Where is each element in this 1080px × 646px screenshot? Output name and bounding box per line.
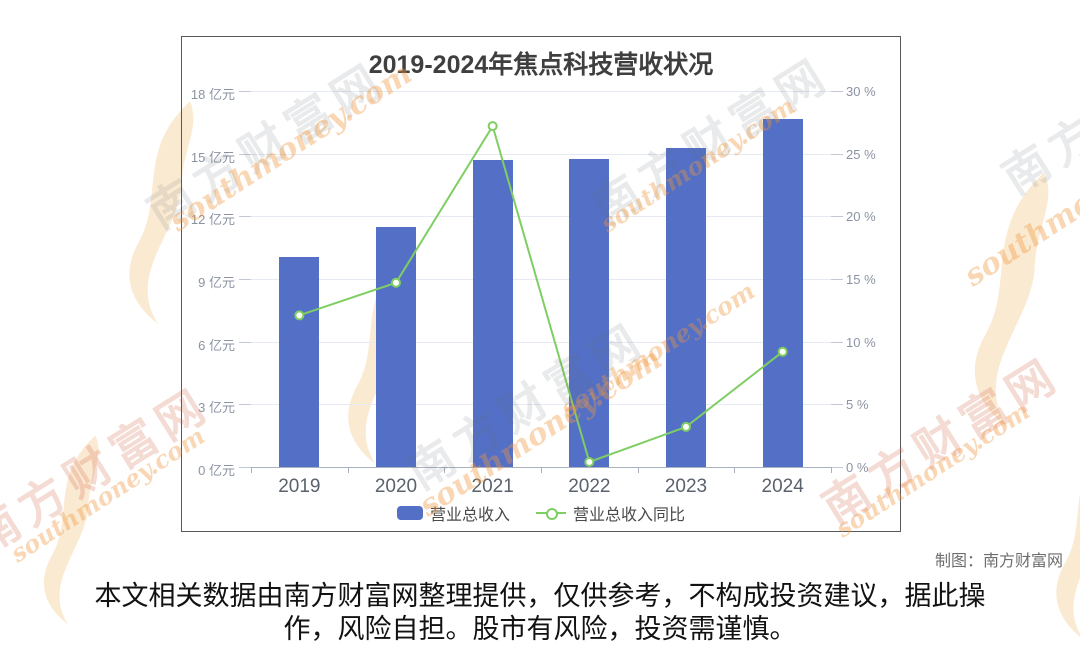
gridline: [251, 153, 831, 155]
x-axis-tick: [251, 467, 252, 473]
legend-item-yoy: 营业总收入同比: [536, 501, 685, 525]
left-axis-tick-label: 18 亿元: [190, 87, 235, 102]
right-axis-tick-label: 30 %: [846, 84, 876, 99]
right-axis-tick-label: 15 %: [846, 272, 876, 287]
right-axis-tick: [831, 467, 843, 468]
left-axis-tick: [239, 216, 251, 218]
left-axis-tick: [239, 467, 251, 468]
right-axis-tick-label: 10 %: [846, 334, 876, 350]
line-series-swatch-icon: [536, 506, 566, 520]
gridline: [251, 341, 831, 343]
right-axis-tick-label: 20 %: [846, 209, 876, 225]
site-name-watermark: 南方财富网: [993, 16, 1080, 205]
left-axis-tick-label: 6 亿元: [198, 337, 235, 353]
disclaimer-text: 本文相关数据由南方财富网整理提供，仅供参考，不构成投资建议，据此操 作，风险自担…: [0, 580, 1080, 646]
chart-panel: 2019-2024年焦点科技营收状况 营业总收入 营业总收入同比 0 亿元 0 %…: [181, 36, 901, 532]
chart-credit: 制图：南方财富网: [934, 553, 1063, 570]
x-axis-tick-label: 2024: [761, 476, 804, 497]
x-axis-tick: [347, 467, 349, 473]
x-axis-tick: [831, 467, 832, 473]
bar-2020: [376, 226, 416, 467]
gridline: [251, 216, 831, 218]
left-axis-tick: [239, 341, 251, 343]
chart-title: 2019-2024年焦点科技营收状况: [368, 51, 714, 79]
x-axis-tick: [541, 467, 542, 473]
disclaimer-line-1: 本文相关数据由南方财富网整理提供，仅供参考，不构成投资建议，据此操: [94, 581, 986, 611]
gridline: [251, 279, 831, 280]
bar-series-swatch-icon: [396, 506, 423, 520]
site-url-watermark: southmoney.com: [5, 421, 210, 568]
x-axis-tick-label: 2022: [568, 476, 611, 497]
right-axis-tick: [831, 279, 843, 280]
x-axis-tick: [637, 467, 639, 473]
x-axis-tick-label: 2019: [278, 476, 321, 497]
bar-2024: [762, 119, 803, 467]
site-url-watermark: southmoney.com: [958, 111, 1080, 294]
legend-label: 营业总收入: [429, 507, 510, 524]
right-axis-tick: [831, 216, 843, 218]
left-axis-tick: [239, 279, 251, 280]
disclaimer-line-2: 作，风险自担。股市有风险，投资需谨慎。: [283, 614, 797, 644]
left-axis-tick-label: 15 亿元: [190, 149, 235, 165]
left-axis-tick-label: 3 亿元: [198, 400, 235, 416]
right-axis-tick-label: 0 %: [846, 460, 869, 475]
left-axis-tick: [239, 91, 251, 92]
left-axis-tick-label: 9 亿元: [198, 275, 235, 290]
gridline: [251, 91, 831, 92]
legend-label: 营业总收入同比: [573, 507, 686, 524]
left-axis-tick-label: 0 亿元: [198, 463, 235, 478]
bar-2021: [472, 159, 513, 467]
right-axis-tick: [831, 404, 843, 406]
x-axis-tick-label: 2020: [374, 476, 418, 497]
left-axis-tick: [239, 153, 251, 155]
line-marker-icon: [487, 121, 498, 132]
x-axis-tick-label: 2021: [471, 476, 514, 497]
bar-2022: [569, 158, 610, 467]
bar-2023: [666, 148, 706, 467]
bar-2019: [279, 257, 320, 467]
left-axis-tick: [239, 404, 251, 406]
right-axis-tick: [831, 153, 843, 155]
x-axis-tick: [734, 467, 736, 473]
chart-legend: 营业总收入 营业总收入同比: [182, 501, 900, 525]
gridline: [251, 404, 831, 406]
swoosh-watermark-icon: [974, 172, 1049, 428]
right-axis-tick-label: 25 %: [846, 146, 876, 162]
left-axis-tick-label: 12 亿元: [190, 212, 235, 228]
right-axis-tick: [831, 91, 843, 92]
x-axis-tick: [444, 467, 446, 473]
right-axis-tick: [831, 341, 843, 343]
legend-item-revenue: 营业总收入: [396, 501, 510, 525]
x-axis-tick-label: 2023: [664, 476, 708, 497]
right-axis-tick-label: 5 %: [846, 397, 869, 413]
